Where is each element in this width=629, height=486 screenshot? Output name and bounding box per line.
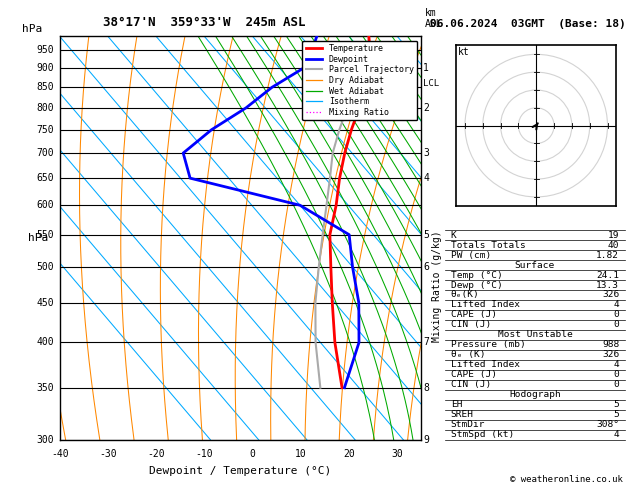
Text: km
ASL: km ASL bbox=[425, 8, 442, 29]
Text: 4: 4 bbox=[423, 173, 429, 183]
Text: 4: 4 bbox=[613, 300, 619, 310]
Text: kt: kt bbox=[458, 47, 470, 57]
Text: -40: -40 bbox=[51, 449, 69, 459]
Text: StmDir: StmDir bbox=[451, 420, 485, 429]
Text: 4: 4 bbox=[613, 361, 619, 369]
Text: 0: 0 bbox=[613, 311, 619, 319]
Text: 650: 650 bbox=[36, 173, 54, 183]
Text: 700: 700 bbox=[36, 148, 54, 158]
Text: 400: 400 bbox=[36, 337, 54, 347]
Text: 9: 9 bbox=[423, 435, 429, 445]
Text: 988: 988 bbox=[602, 340, 619, 349]
Text: PW (cm): PW (cm) bbox=[451, 251, 491, 260]
Text: 0: 0 bbox=[250, 449, 255, 459]
Text: Mixing Ratio (g/kg): Mixing Ratio (g/kg) bbox=[432, 231, 442, 342]
Text: Totals Totals: Totals Totals bbox=[451, 241, 525, 249]
Text: CAPE (J): CAPE (J) bbox=[451, 311, 497, 319]
Text: 10: 10 bbox=[295, 449, 307, 459]
Text: CIN (J): CIN (J) bbox=[451, 320, 491, 330]
Text: 950: 950 bbox=[36, 45, 54, 55]
Text: CIN (J): CIN (J) bbox=[451, 381, 491, 389]
Text: 500: 500 bbox=[36, 262, 54, 272]
Text: 3: 3 bbox=[423, 148, 429, 158]
Text: 450: 450 bbox=[36, 297, 54, 308]
Text: CAPE (J): CAPE (J) bbox=[451, 370, 497, 380]
Text: 5: 5 bbox=[613, 400, 619, 409]
Text: Surface: Surface bbox=[515, 260, 555, 270]
Text: 1.82: 1.82 bbox=[596, 251, 619, 260]
Text: 0: 0 bbox=[613, 381, 619, 389]
Text: StmSpd (kt): StmSpd (kt) bbox=[451, 430, 514, 439]
Text: 13.3: 13.3 bbox=[596, 280, 619, 290]
Text: 300: 300 bbox=[36, 435, 54, 445]
Text: 0: 0 bbox=[613, 320, 619, 330]
Text: Most Unstable: Most Unstable bbox=[498, 330, 572, 339]
Text: 1: 1 bbox=[423, 63, 429, 73]
Text: 8: 8 bbox=[423, 382, 429, 393]
Text: SREH: SREH bbox=[451, 410, 474, 419]
Text: 06.06.2024  03GMT  (Base: 18): 06.06.2024 03GMT (Base: 18) bbox=[430, 19, 626, 29]
Text: 5: 5 bbox=[613, 410, 619, 419]
Text: 7: 7 bbox=[423, 337, 429, 347]
Text: -20: -20 bbox=[147, 449, 165, 459]
Text: 308°: 308° bbox=[596, 420, 619, 429]
Text: Pressure (mb): Pressure (mb) bbox=[451, 340, 525, 349]
Text: 20: 20 bbox=[343, 449, 355, 459]
Text: 5: 5 bbox=[423, 230, 429, 240]
Text: 24.1: 24.1 bbox=[596, 271, 619, 279]
Text: 900: 900 bbox=[36, 63, 54, 73]
Text: K: K bbox=[451, 230, 457, 240]
Text: Lifted Index: Lifted Index bbox=[451, 300, 520, 310]
Legend: Temperature, Dewpoint, Parcel Trajectory, Dry Adiabat, Wet Adiabat, Isotherm, Mi: Temperature, Dewpoint, Parcel Trajectory… bbox=[303, 41, 417, 120]
Text: θₑ(K): θₑ(K) bbox=[451, 291, 479, 299]
Text: LCL: LCL bbox=[423, 79, 440, 88]
Text: 30: 30 bbox=[391, 449, 403, 459]
Text: Hodograph: Hodograph bbox=[509, 390, 561, 399]
Text: 600: 600 bbox=[36, 200, 54, 210]
Text: -30: -30 bbox=[99, 449, 117, 459]
Text: 38°17'N  359°33'W  245m ASL: 38°17'N 359°33'W 245m ASL bbox=[103, 16, 306, 29]
Text: θₑ (K): θₑ (K) bbox=[451, 350, 485, 360]
Text: EH: EH bbox=[451, 400, 462, 409]
Text: 350: 350 bbox=[36, 382, 54, 393]
Text: 2: 2 bbox=[423, 103, 429, 113]
Text: 800: 800 bbox=[36, 103, 54, 113]
Text: 19: 19 bbox=[608, 230, 619, 240]
Text: 750: 750 bbox=[36, 125, 54, 135]
Text: 6: 6 bbox=[423, 262, 429, 272]
Text: 4: 4 bbox=[613, 430, 619, 439]
Text: 850: 850 bbox=[36, 82, 54, 92]
Text: Dewp (°C): Dewp (°C) bbox=[451, 280, 503, 290]
Text: 326: 326 bbox=[602, 291, 619, 299]
Text: 550: 550 bbox=[36, 230, 54, 240]
Text: hPa: hPa bbox=[22, 24, 42, 34]
Text: Dewpoint / Temperature (°C): Dewpoint / Temperature (°C) bbox=[150, 466, 331, 476]
Text: Lifted Index: Lifted Index bbox=[451, 361, 520, 369]
Text: hPa: hPa bbox=[28, 233, 48, 243]
Text: -10: -10 bbox=[196, 449, 213, 459]
Text: Temp (°C): Temp (°C) bbox=[451, 271, 503, 279]
Text: © weatheronline.co.uk: © weatheronline.co.uk bbox=[510, 474, 623, 484]
Text: 0: 0 bbox=[613, 370, 619, 380]
Text: 40: 40 bbox=[608, 241, 619, 249]
Text: 326: 326 bbox=[602, 350, 619, 360]
